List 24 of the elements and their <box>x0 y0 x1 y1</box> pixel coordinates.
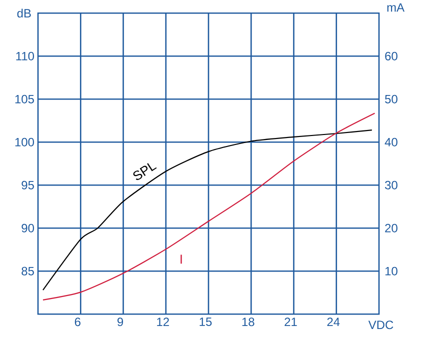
y2-tick-label: 40 <box>384 138 398 146</box>
y2-tick-label: 60 <box>385 52 398 60</box>
y-tick-label: 95 <box>22 180 34 190</box>
y-tick-label: 110 <box>16 52 34 60</box>
x-tick-label: 12 <box>157 318 169 326</box>
x-tick-label: 24 <box>327 318 340 326</box>
y-axis-title: dB <box>17 8 31 18</box>
x-tick-label: 6 <box>74 318 80 326</box>
x-tick-label: 21 <box>284 318 297 326</box>
x-axis-title: VDC <box>368 320 394 330</box>
text: SPL <box>133 163 157 180</box>
y2-tick-label: 20 <box>385 224 398 232</box>
y-tick-label: 100 <box>15 138 34 146</box>
y-tick-label: 85 <box>22 266 34 276</box>
y-tick-label: 105 <box>15 94 34 104</box>
y-tick-label: 90 <box>22 224 34 232</box>
y2-tick-label: 10 <box>385 266 398 276</box>
x-tick-label: 9 <box>117 318 124 326</box>
series-label: I <box>180 254 182 264</box>
x-tick-label: 18 <box>242 318 254 326</box>
y2-tick-label: 30 <box>384 180 398 190</box>
y2-tick-label: 50 <box>385 94 398 104</box>
y2-axis-title: mA <box>387 3 405 12</box>
x-tick-label: 15 <box>200 318 212 326</box>
